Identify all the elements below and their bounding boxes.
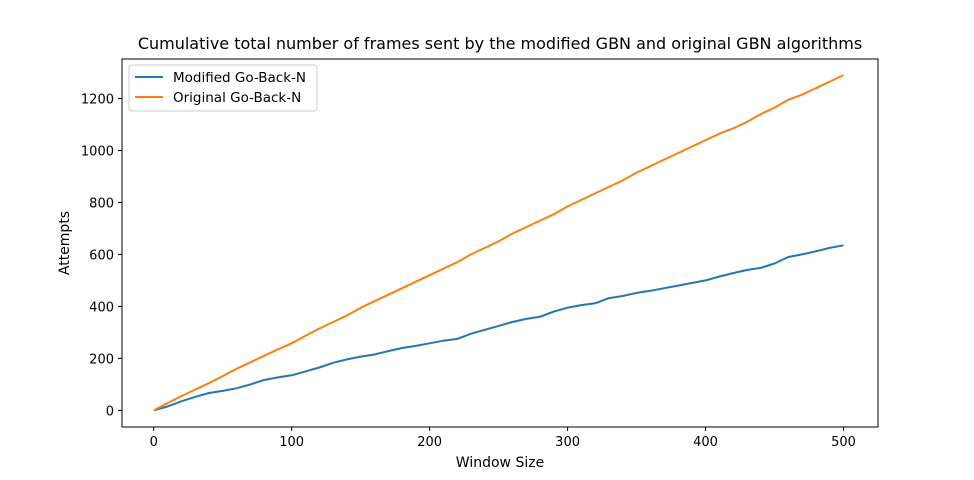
chart-title: Cumulative total number of frames sent b… <box>138 34 862 53</box>
series-line-modified <box>153 244 844 412</box>
legend-label-modified: Modified Go-Back-N <box>173 70 306 86</box>
x-tick-label: 400 <box>693 435 718 450</box>
y-tick-label: 200 <box>89 352 114 367</box>
x-axis-label: Window Size <box>456 455 544 471</box>
y-tick-label: 600 <box>89 248 114 263</box>
series-line-original <box>153 74 844 412</box>
axes-frame <box>121 58 879 428</box>
legend: Modified Go-Back-N Original Go-Back-N <box>128 64 318 112</box>
x-tick-label: 300 <box>555 435 580 450</box>
y-axis: 0 200 400 600 800 1000 1200 <box>81 93 122 419</box>
y-tick-label: 1000 <box>81 144 114 159</box>
y-tick-label: 1200 <box>81 93 114 108</box>
y-tick-label: 0 <box>106 404 114 419</box>
legend-box <box>128 64 318 112</box>
legend-label-original: Original Go-Back-N <box>173 90 301 106</box>
x-tick-label: 500 <box>831 435 856 450</box>
y-tick-label: 800 <box>89 196 114 211</box>
x-tick-label: 100 <box>279 435 304 450</box>
x-tick-label: 0 <box>150 435 158 450</box>
plot-area <box>153 74 844 412</box>
x-tick-label: 200 <box>417 435 442 450</box>
x-axis: 0 100 200 300 400 500 <box>150 427 856 450</box>
y-tick-label: 400 <box>89 300 114 315</box>
y-axis-label: Attempts <box>57 211 73 275</box>
